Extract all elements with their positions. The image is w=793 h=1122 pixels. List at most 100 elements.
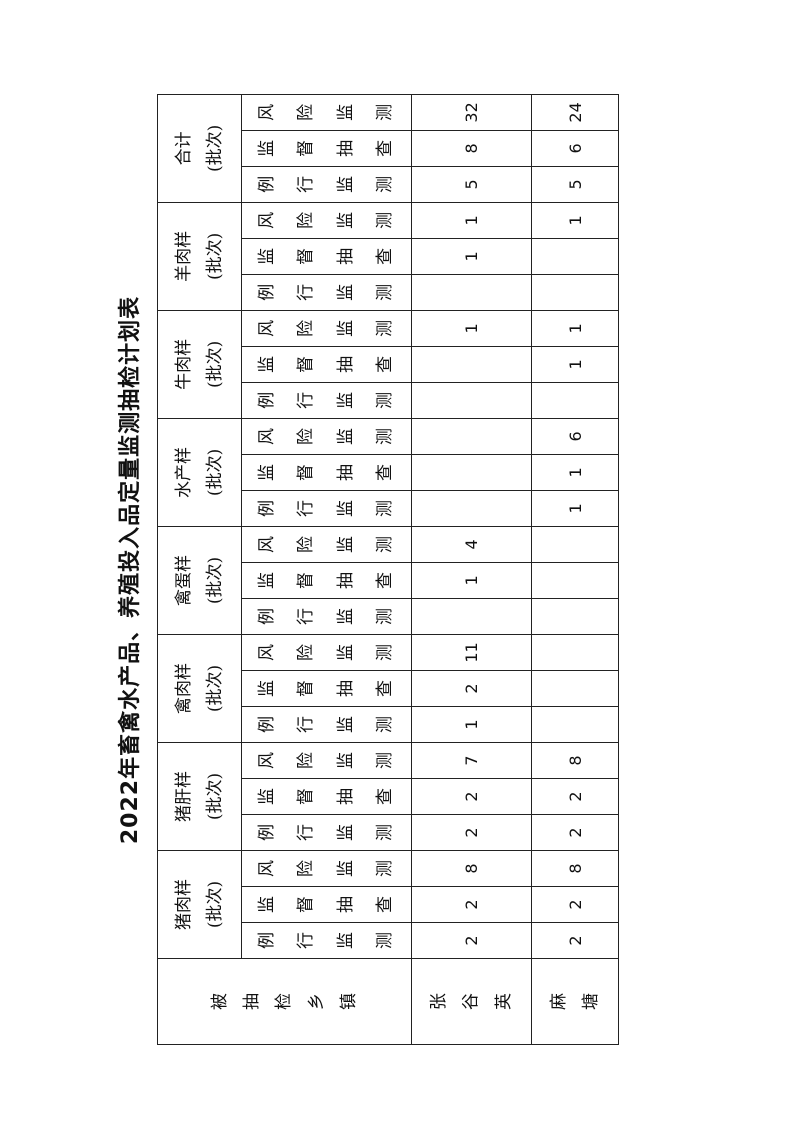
- value-cell: 2: [531, 778, 619, 815]
- subheader-4-0: 例行监测: [241, 490, 412, 527]
- value-cell: 1: [411, 202, 532, 239]
- subheader-1-2: 风险监测: [241, 742, 412, 779]
- subheader-label: 风险监测: [257, 319, 395, 337]
- header-group-row: 被抽检乡镇 猪肉样 (批次) 猪肝样 (批次) 禽肉样 (批次) 禽蛋样 (批次) 水产样 (批次)…: [157, 94, 412, 1045]
- subheader-label: 例行监测: [257, 283, 395, 301]
- group-name: 禽肉样: [174, 662, 195, 714]
- value-cell: [531, 634, 619, 671]
- value-cell: 8: [411, 850, 532, 887]
- group-name: 禽蛋样: [174, 554, 195, 606]
- subheader-label: 风险监测: [257, 211, 395, 229]
- subheader-row: 例行监测 监督抽查 风险监测 例行监测 监督抽查 风险监测 例行监测 监督抽查 风险监测 例行监测…: [241, 94, 412, 1044]
- subheader-label: 监督抽查: [257, 139, 395, 157]
- subheader-3-0: 例行监测: [241, 598, 412, 635]
- group-unit: (批次): [204, 124, 225, 173]
- group-header-6: 羊肉样 (批次): [157, 202, 242, 311]
- value-cell: [531, 274, 619, 311]
- group-unit: (批次): [204, 772, 225, 821]
- value-cell: [411, 274, 532, 311]
- group-header-7: 合计 (批次): [157, 94, 242, 203]
- group-unit: (批次): [204, 448, 225, 497]
- value-cell: 11: [411, 634, 532, 671]
- subheader-0-1: 监督抽查: [241, 886, 412, 923]
- group-unit: (批次): [204, 340, 225, 389]
- subheader-6-2: 风险监测: [241, 202, 412, 239]
- town-name-cell: 张谷英: [411, 958, 532, 1045]
- value-cell: [531, 238, 619, 275]
- value-cell: [411, 454, 532, 491]
- value-cell: 2: [411, 814, 532, 851]
- value-cell: 5: [531, 166, 619, 203]
- subheader-0-0: 例行监测: [241, 922, 412, 959]
- town-name: 麻塘: [548, 993, 601, 1010]
- subheader-3-2: 风险监测: [241, 526, 412, 563]
- value-cell: 1: [531, 346, 619, 383]
- value-cell: 4: [411, 526, 532, 563]
- group-name: 合计: [174, 131, 195, 166]
- value-cell: [531, 526, 619, 563]
- subheader-6-1: 监督抽查: [241, 238, 412, 275]
- value-cell: 6: [531, 130, 619, 167]
- value-cell: [411, 382, 532, 419]
- subheader-5-0: 例行监测: [241, 382, 412, 419]
- group-unit: (批次): [204, 664, 225, 713]
- subheader-label: 监督抽查: [257, 787, 395, 805]
- subheader-5-1: 监督抽查: [241, 346, 412, 383]
- value-cell: 8: [531, 742, 619, 779]
- subheader-label: 风险监测: [257, 643, 395, 661]
- town-name-cell: 麻塘: [531, 958, 619, 1045]
- subheader-2-2: 风险监测: [241, 634, 412, 671]
- value-cell: 1: [531, 454, 619, 491]
- value-cell: 1: [531, 202, 619, 239]
- group-header-3: 禽蛋样 (批次): [157, 526, 242, 635]
- subheader-label: 风险监测: [257, 535, 395, 553]
- subheader-label: 例行监测: [257, 175, 395, 193]
- subheader-4-2: 风险监测: [241, 418, 412, 455]
- group-header-1: 猪肝样 (批次): [157, 742, 242, 851]
- value-cell: 8: [411, 130, 532, 167]
- value-cell: 1: [531, 310, 619, 347]
- subheader-label: 例行监测: [257, 715, 395, 733]
- group-header-5: 牛肉样 (批次): [157, 310, 242, 419]
- subheader-1-0: 例行监测: [241, 814, 412, 851]
- subheader-label: 监督抽查: [257, 247, 395, 265]
- value-cell: 2: [411, 778, 532, 815]
- value-cell: 2: [411, 922, 532, 959]
- value-cell: 2: [531, 886, 619, 923]
- subheader-7-2: 风险监测: [241, 94, 412, 131]
- town-header-label: 被抽检乡镇: [209, 993, 359, 1010]
- subheader-label: 例行监测: [257, 932, 395, 949]
- group-unit: (批次): [204, 556, 225, 605]
- value-cell: 7: [411, 742, 532, 779]
- group-name: 猪肉样: [174, 879, 195, 930]
- group-name: 羊肉样: [174, 230, 195, 282]
- subheader-label: 监督抽查: [257, 463, 395, 481]
- group-header-0: 猪肉样 (批次): [157, 850, 242, 959]
- value-cell: [411, 346, 532, 383]
- subheader-label: 风险监测: [257, 860, 395, 877]
- group-unit: (批次): [204, 232, 225, 281]
- subheader-7-1: 监督抽查: [241, 130, 412, 167]
- value-cell: [531, 670, 619, 707]
- subheader-1-1: 监督抽查: [241, 778, 412, 815]
- subheader-label: 监督抽查: [257, 355, 395, 373]
- subheader-label: 例行监测: [257, 499, 395, 517]
- group-name: 水产样: [174, 446, 195, 498]
- value-cell: [411, 490, 532, 527]
- town-header-cell: 被抽检乡镇: [157, 958, 412, 1045]
- value-cell: [411, 598, 532, 635]
- value-cell: 5: [411, 166, 532, 203]
- rotated-document: 2022年畜禽水产品、养殖投入品定量监测抽检计划表 被抽检乡镇 猪肉样 (批次) 猪肝…: [105, 94, 625, 1045]
- subheader-6-0: 例行监测: [241, 274, 412, 311]
- value-cell: 2: [411, 886, 532, 923]
- subheader-label: 风险监测: [257, 103, 395, 121]
- value-cell: 1: [411, 238, 532, 275]
- group-name: 牛肉样: [174, 338, 195, 390]
- value-cell: [531, 562, 619, 599]
- town-name: 张谷英: [429, 993, 514, 1010]
- value-cell: 24: [531, 94, 619, 131]
- subheader-2-0: 例行监测: [241, 706, 412, 743]
- value-cell: 2: [411, 670, 532, 707]
- value-cell: 1: [531, 490, 619, 527]
- group-header-2: 禽肉样 (批次): [157, 634, 242, 743]
